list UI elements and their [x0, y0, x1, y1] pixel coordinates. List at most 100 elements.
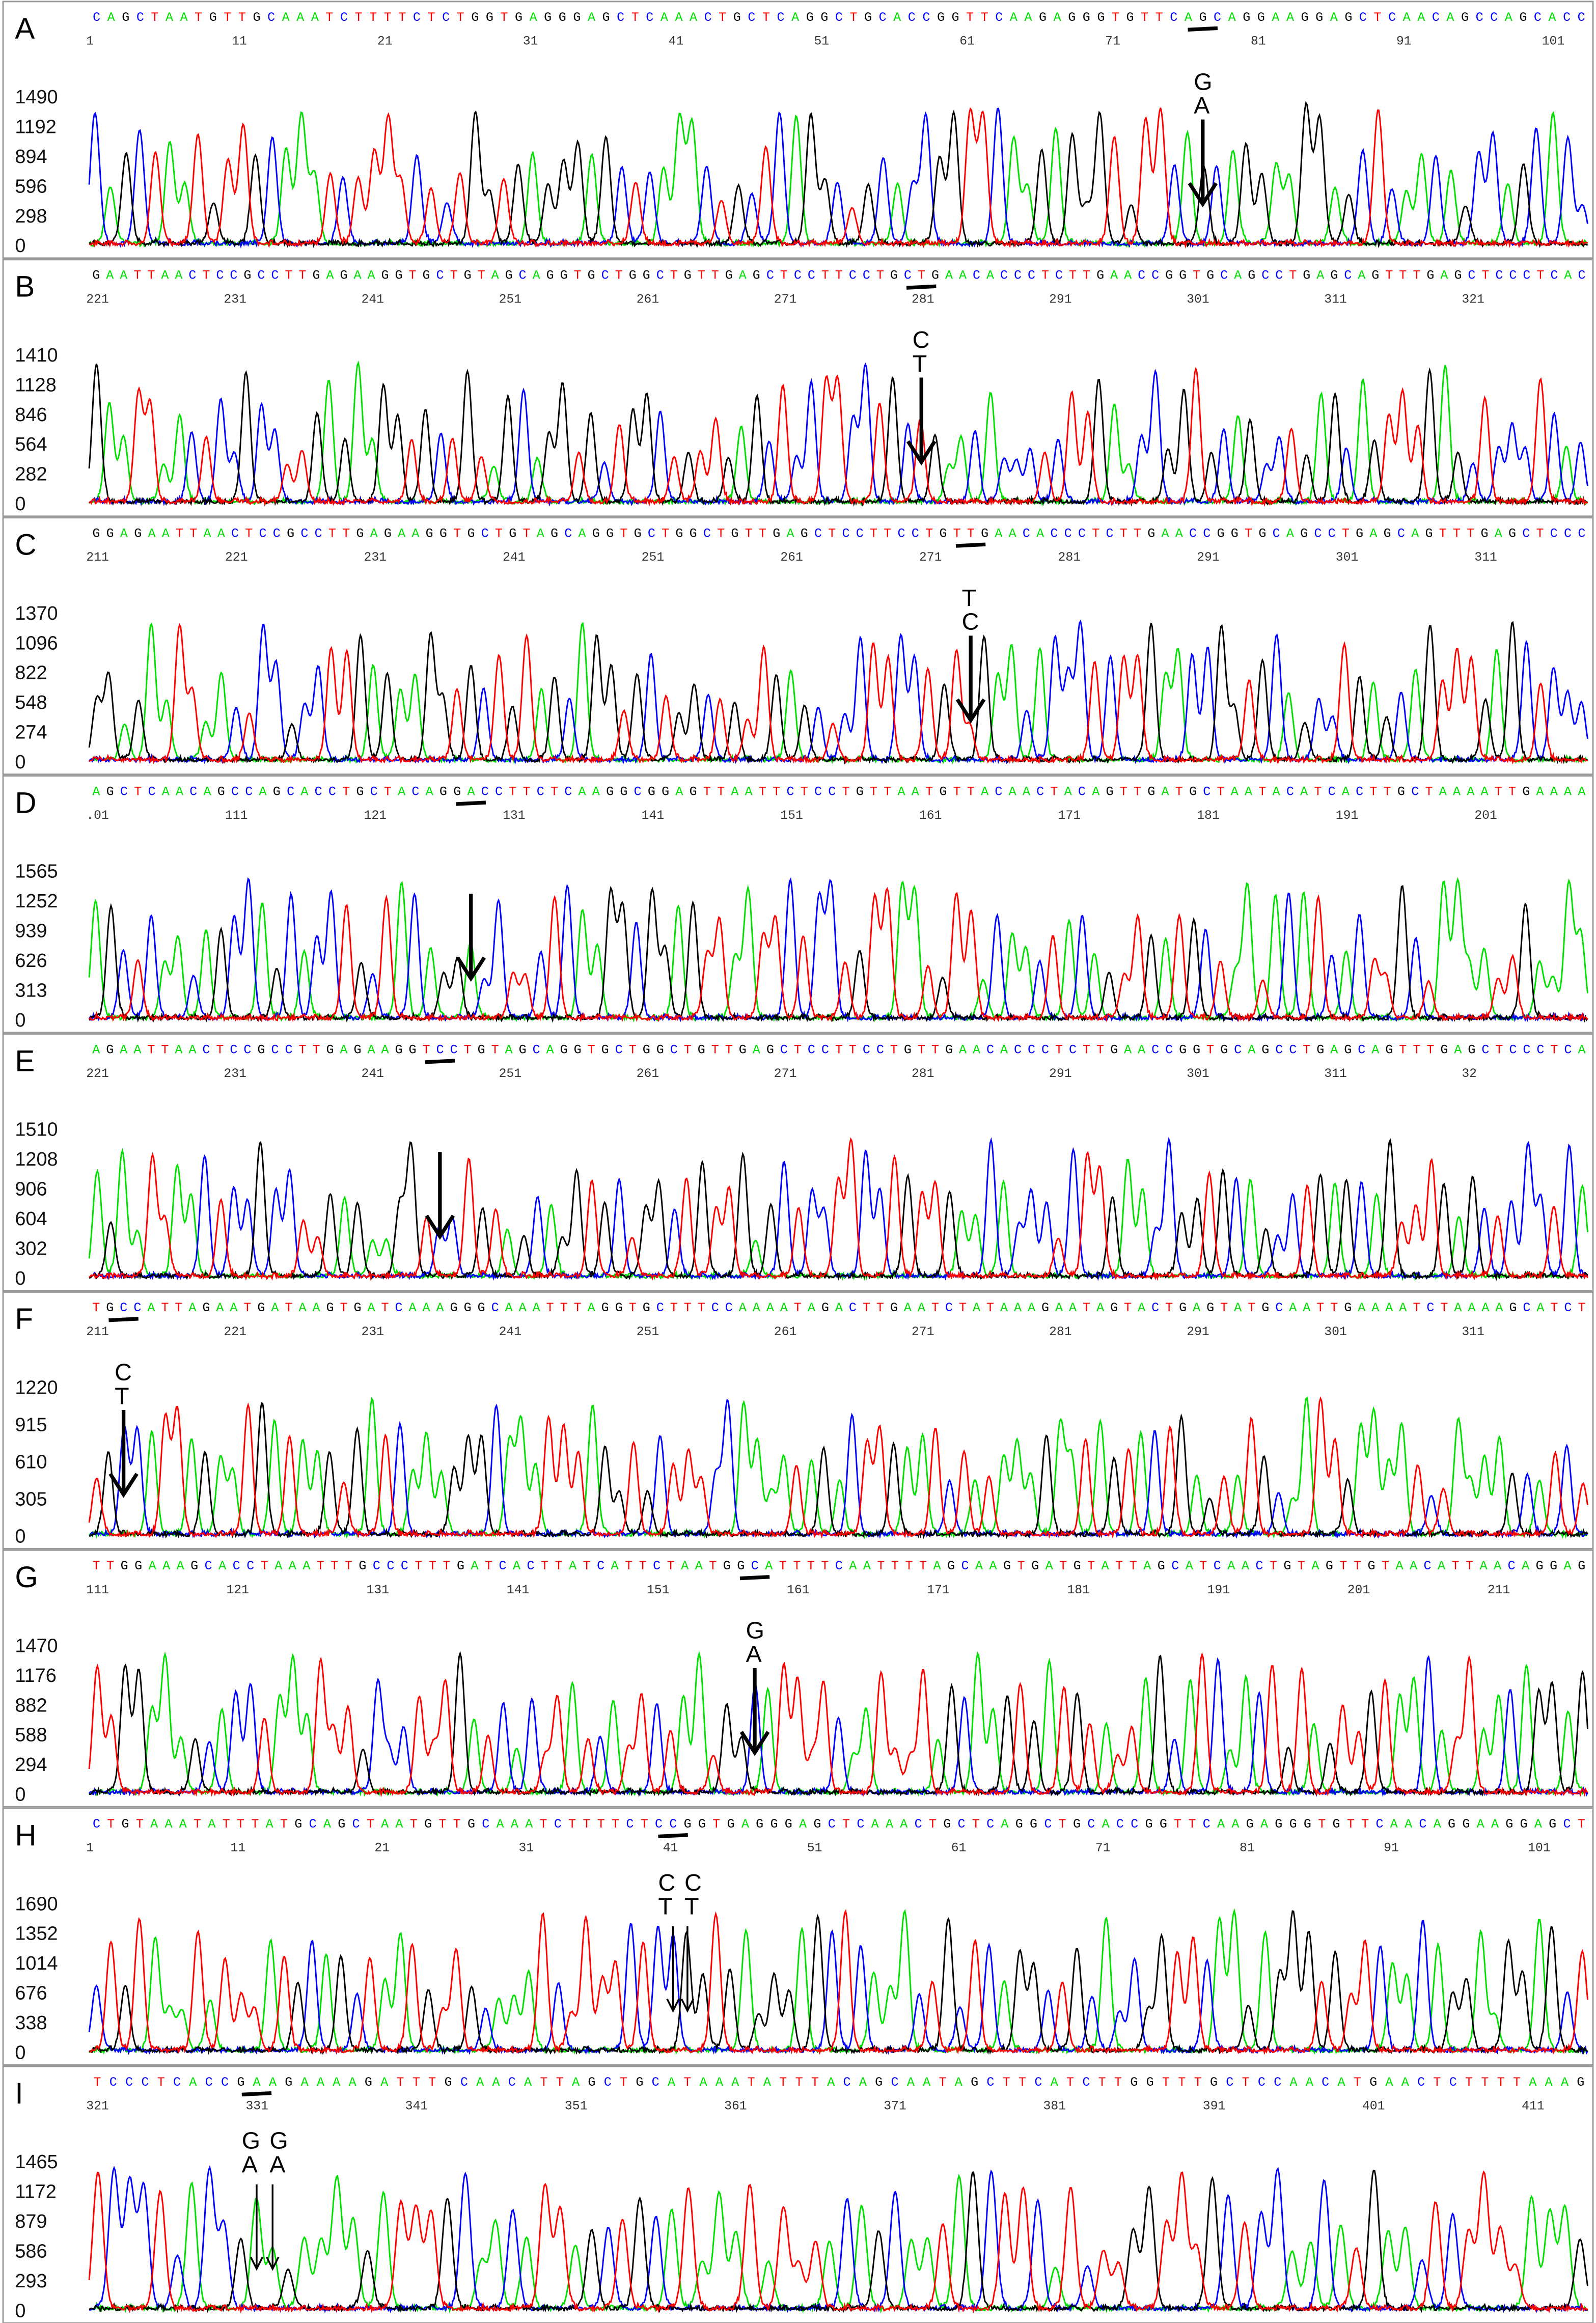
base-letter: A [918, 1301, 926, 1315]
base-letter: C [780, 1042, 788, 1057]
base-letter: C [995, 784, 1002, 799]
base-letter: T [712, 1817, 720, 1832]
base-letter: A [849, 1559, 857, 1573]
base-letter: G [1300, 527, 1308, 541]
base-letter: T [1112, 10, 1119, 25]
base-letter: G [356, 784, 364, 799]
base-letter: G [457, 1559, 464, 1573]
base-letter: T [412, 2075, 420, 2090]
base-letter: T [202, 268, 210, 283]
base-letter: G [1246, 1817, 1254, 1832]
position-tick: 221 [86, 292, 109, 307]
base-letter: T [876, 1301, 884, 1315]
base-letter: C [1286, 784, 1294, 799]
base-letter: A [505, 1042, 513, 1057]
position-tick: 301 [1336, 550, 1359, 565]
base-letter: C [93, 1817, 100, 1832]
base-letter: G [1519, 10, 1527, 25]
y-tick-label: 1208 [15, 1149, 58, 1170]
base-letter: T [745, 527, 753, 541]
allele-label: G [269, 2127, 288, 2154]
panel-label: H [15, 1819, 36, 1852]
trace-g [88, 621, 1588, 765]
base-letter: A [1036, 527, 1044, 541]
base-letter: A [1306, 2075, 1314, 2090]
y-tick-label: 564 [15, 434, 47, 455]
base-letter: T [1497, 2075, 1505, 2090]
base-letter: A [975, 1559, 983, 1573]
base-letter: G [971, 2075, 978, 2090]
position-tick: 311 [1462, 1325, 1484, 1339]
base-letter: T [1452, 1559, 1460, 1573]
base-letter: A [1481, 1301, 1490, 1315]
position-tick: 141 [507, 1583, 530, 1597]
panel-label: C [15, 529, 36, 562]
base-letter: T [1165, 1301, 1173, 1315]
base-letter: C [271, 268, 279, 283]
base-letter: G [981, 527, 988, 541]
base-letter: C [141, 2075, 149, 2090]
y-tick-label: 596 [15, 176, 47, 197]
base-letter: A [1548, 10, 1556, 25]
base-letter: C [945, 1301, 953, 1315]
position-tick: 21 [377, 34, 393, 48]
y-tick-label: 1465 [15, 2151, 58, 2173]
y-tick-label: 0 [15, 752, 25, 773]
base-letter: G [1356, 527, 1363, 541]
base-letter: A [1162, 784, 1170, 799]
base-letter: G [690, 527, 697, 541]
base-letter: A [1495, 1301, 1503, 1315]
base-letter: C [1014, 268, 1022, 283]
base-letter: A [1175, 527, 1184, 541]
base-letter: A [681, 1559, 689, 1573]
base-letter: G [338, 1817, 345, 1832]
base-letter: A [871, 1817, 879, 1832]
base-letter: A [289, 1559, 297, 1573]
base-letter: A [1434, 1817, 1442, 1832]
base-letter: A [1010, 10, 1018, 25]
base-letter: T [842, 1817, 850, 1832]
position-tick: 321 [1462, 292, 1484, 307]
base-letter: A [1193, 1301, 1201, 1315]
position-tick: 171 [927, 1583, 950, 1597]
position-tick: 191 [1207, 1583, 1230, 1597]
base-letter: C [615, 1042, 623, 1057]
base-letter: A [175, 1042, 183, 1057]
base-letter: A [1564, 1559, 1572, 1573]
base-letter: A [274, 1559, 283, 1573]
base-letter: A [1446, 10, 1454, 25]
position-tick: 51 [807, 1841, 822, 1856]
base-letter: T [1134, 527, 1141, 541]
base-letter: A [907, 2075, 915, 2090]
base-letter: T [540, 1817, 547, 1832]
base-letter: A [180, 10, 188, 25]
base-letter: A [661, 10, 669, 25]
base-letter: C [1344, 268, 1352, 283]
position-tick: 221 [224, 1325, 246, 1339]
base-letter: G [634, 527, 642, 541]
arrow-head-icon [266, 2256, 280, 2271]
base-letter: C [794, 268, 802, 283]
base-letter: C [1226, 2075, 1233, 2090]
base-letter: A [1477, 1817, 1485, 1832]
variant-underline [241, 2091, 272, 2097]
base-letter: A [150, 1817, 158, 1832]
base-letter: A [148, 527, 156, 541]
trace-t [88, 1652, 1588, 1797]
panel-label: A [15, 12, 35, 45]
base-letter: C [173, 2075, 181, 2090]
base-letter: A [973, 1301, 981, 1315]
base-letter: G [471, 10, 479, 25]
base-letter: T [1347, 1817, 1355, 1832]
allele-label: C [115, 1359, 132, 1386]
base-letter: T [1339, 1559, 1347, 1573]
allele-label: T [913, 350, 927, 377]
position-tick: 91 [1396, 34, 1412, 48]
base-letter: C [1314, 527, 1322, 541]
base-letter: T [189, 527, 197, 541]
base-letter: T [828, 527, 836, 541]
base-letter: C [1138, 268, 1145, 283]
position-tick: 151 [780, 809, 803, 823]
base-letter: A [302, 1559, 311, 1573]
